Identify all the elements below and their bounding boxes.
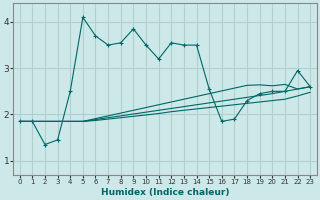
X-axis label: Humidex (Indice chaleur): Humidex (Indice chaleur) bbox=[101, 188, 229, 197]
